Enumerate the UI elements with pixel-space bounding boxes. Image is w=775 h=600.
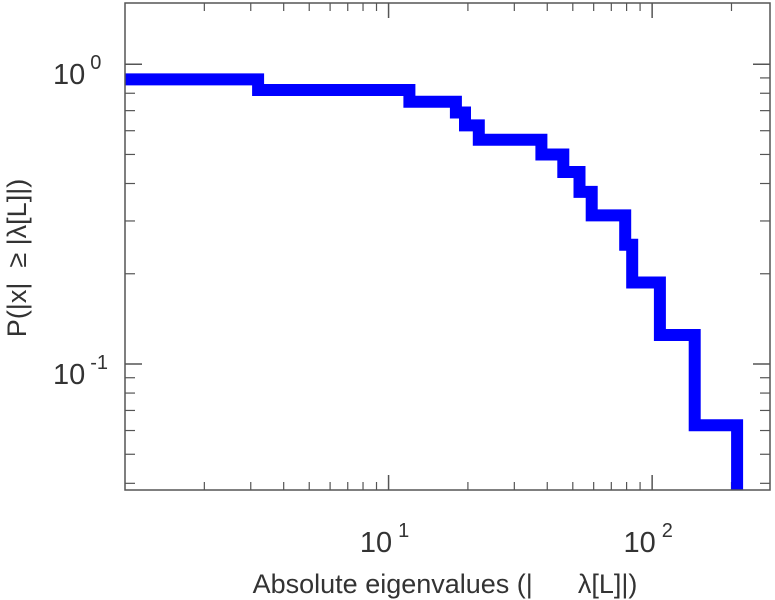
plot-frame: [124, 2, 771, 491]
x-tick-label: 10 2: [623, 520, 672, 559]
x-tick-label: 10 1: [360, 520, 409, 559]
series-layer: [125, 73, 744, 490]
y-tick-label: 10 0: [53, 52, 101, 91]
y-axis-label: P(|x| ≥ |λ[L]|): [2, 179, 32, 337]
major-ticks: [125, 3, 770, 490]
tick-labels: 10 1 10 2 10 0 10 -1: [53, 52, 673, 559]
x-axis-label: Absolute eigenvalues (| λ[L]|): [253, 569, 638, 599]
series-step-line: [125, 73, 744, 490]
y-tick-label: 10 -1: [53, 352, 108, 391]
